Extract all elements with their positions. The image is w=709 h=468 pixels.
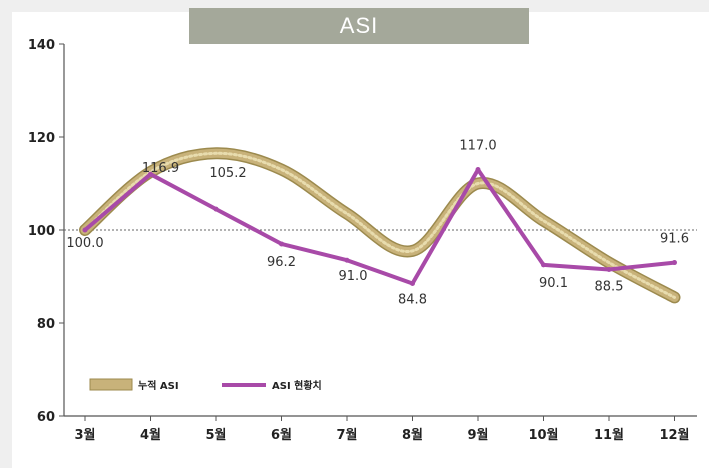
data-point-current-asi [148, 171, 153, 177]
x-axis-ticks: 3월 4월 5월 6월 7월 8월 9월 10월 11월 12월 [74, 416, 690, 443]
data-point-current-asi [410, 280, 415, 286]
y-tick-label: 140 [28, 38, 55, 53]
series-points [82, 167, 677, 286]
y-tick-label: 60 [37, 410, 55, 425]
series-line-current-asi [83, 167, 677, 286]
data-label-current-asi: 116.9 [142, 161, 179, 176]
y-axis-ticks: 60 80 100 120 140 [28, 38, 64, 425]
data-label-current-asi: 84.8 [398, 292, 427, 307]
chart-title: ASI [189, 8, 529, 44]
data-point-current-asi [82, 227, 88, 233]
series-line-cumulative-asi-texture [83, 151, 676, 299]
x-tick-label: 7월 [336, 427, 357, 443]
data-point-current-asi [606, 267, 612, 273]
x-tick-label: 5월 [205, 427, 226, 443]
data-label-current-asi: 100.0 [66, 236, 103, 251]
data-label-current-asi: 91.6 [660, 232, 689, 247]
x-tick-label: 3월 [74, 427, 95, 443]
legend-label-current-asi: ASI 현황치 [272, 379, 322, 392]
chart-panel [12, 12, 709, 468]
data-point-current-asi [213, 206, 219, 212]
y-tick-label: 120 [28, 131, 55, 146]
legend-label-cumulative-asi: 누적 ASI [138, 379, 179, 392]
data-point-current-asi [475, 167, 481, 173]
y-tick-label: 100 [28, 224, 55, 239]
x-tick-label: 12월 [659, 427, 689, 443]
x-tick-label: 6월 [271, 427, 292, 443]
x-tick-label: 11월 [594, 427, 624, 443]
data-label-current-asi: 117.0 [459, 139, 496, 154]
data-label-current-asi: 88.5 [595, 280, 624, 295]
data-point-current-asi [279, 241, 284, 247]
y-tick-label: 80 [37, 317, 55, 332]
legend-swatch-cumulative-asi [89, 378, 133, 391]
x-tick-label: 4월 [140, 427, 161, 443]
data-label-current-asi: 96.2 [267, 255, 296, 270]
legend: 누적 ASI ASI 현황치 [89, 378, 322, 392]
data-point-current-asi [344, 257, 350, 263]
data-point-current-asi [672, 260, 677, 266]
data-label-current-asi: 91.0 [339, 269, 368, 284]
data-labels: 100.0 116.9 105.2 96.2 91.0 84.8 117.0 90.1 88.5… [66, 139, 689, 308]
data-label-current-asi: 105.2 [209, 166, 246, 181]
x-tick-label: 10월 [528, 427, 558, 443]
data-point-current-asi [541, 262, 546, 268]
data-label-current-asi: 90.1 [539, 276, 568, 291]
x-tick-label: 8월 [402, 427, 423, 443]
series-lines [79, 147, 681, 304]
x-tick-label: 9월 [467, 427, 488, 443]
